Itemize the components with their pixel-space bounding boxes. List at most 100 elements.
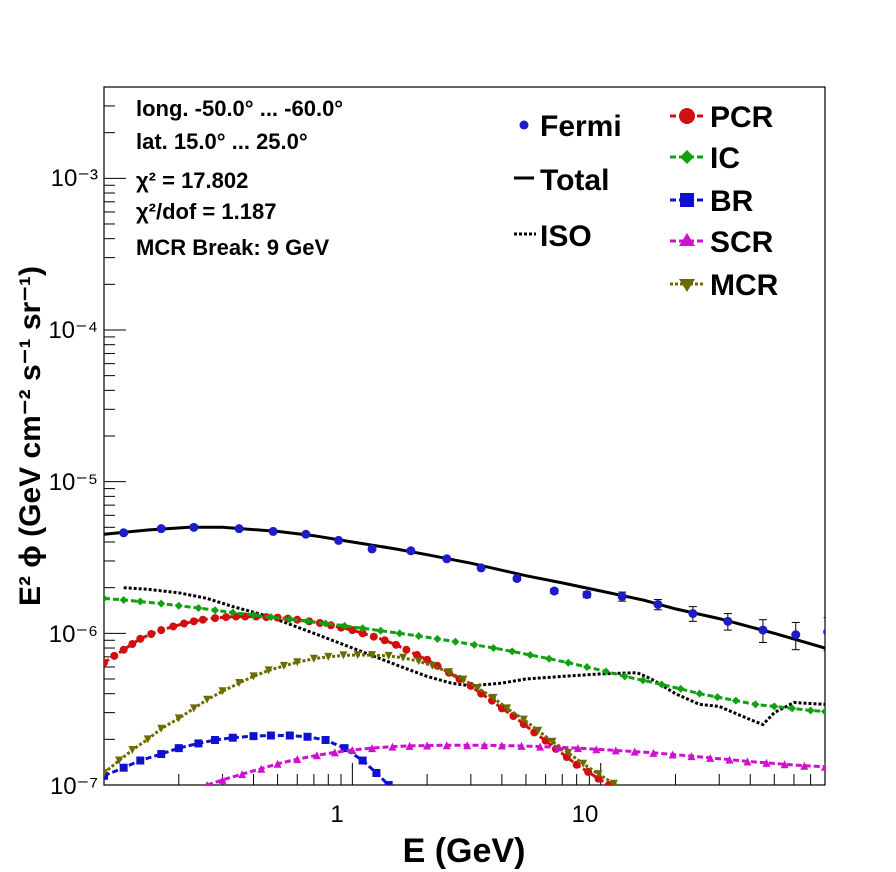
- fermi-point: [823, 628, 825, 636]
- data-point: [211, 614, 220, 623]
- fermi-point: [476, 563, 486, 573]
- data-point: [508, 647, 517, 656]
- legend-label-br: BR: [710, 185, 754, 218]
- series-line: [104, 734, 390, 785]
- y-tick-label: 10⁻³: [51, 165, 98, 192]
- data-point: [620, 672, 629, 681]
- legend-marker-br: [680, 193, 694, 207]
- data-point: [770, 702, 779, 711]
- data-point: [119, 595, 128, 604]
- data-point: [656, 797, 664, 805]
- data-point: [702, 802, 710, 810]
- fermi-point: [156, 524, 166, 534]
- data-point: [348, 746, 357, 755]
- data-point: [695, 689, 704, 698]
- data-point: [104, 768, 108, 777]
- data-point: [228, 608, 237, 617]
- fermi-point: [367, 544, 377, 554]
- data-point: [680, 800, 688, 808]
- fermi-point: [549, 586, 559, 596]
- series-total: [104, 525, 825, 650]
- data-point: [423, 655, 432, 664]
- data-point: [470, 640, 479, 649]
- data-point: [339, 651, 348, 660]
- y-tick-label: 10⁻⁵: [49, 469, 98, 496]
- data-point: [136, 634, 145, 643]
- data-point: [627, 791, 635, 799]
- data-point: [157, 599, 166, 608]
- legend-label-ic: IC: [710, 142, 740, 175]
- data-point: [780, 760, 789, 769]
- data-point: [706, 753, 715, 762]
- data-point: [463, 741, 472, 750]
- axis-ticks: [103, 86, 826, 786]
- data-point: [174, 744, 183, 753]
- data-point: [509, 712, 518, 721]
- fermi-point: [758, 625, 768, 635]
- data-point: [143, 735, 152, 744]
- data-point: [157, 626, 166, 635]
- data-point: [405, 741, 414, 750]
- fermi-point: [442, 554, 452, 564]
- legend-label-mcr: MCR: [710, 269, 779, 302]
- data-point: [579, 759, 588, 768]
- info-mcr-break: MCR Break: 9 GeV: [136, 235, 330, 260]
- y-tick-label: 10⁻⁶: [49, 621, 98, 648]
- data-point: [340, 744, 349, 753]
- data-point: [638, 676, 647, 685]
- data-point: [526, 650, 535, 659]
- data-point: [800, 761, 809, 770]
- data-point: [497, 741, 506, 750]
- data-point: [702, 801, 710, 809]
- data-point: [312, 751, 321, 760]
- data-point: [640, 794, 648, 802]
- data-point: [601, 667, 610, 676]
- data-point: [480, 741, 489, 750]
- data-point: [353, 650, 362, 659]
- legend-marker-pcr: [679, 108, 695, 124]
- data-point: [205, 781, 210, 785]
- fermi-point: [688, 609, 698, 619]
- data-point: [630, 747, 639, 756]
- data-point: [128, 640, 137, 649]
- data-point: [659, 798, 667, 806]
- data-point: [611, 746, 620, 755]
- data-point: [715, 802, 723, 810]
- data-point: [194, 739, 203, 748]
- legend-right: PCR IC BR SCR MCR: [670, 101, 779, 302]
- data-point: [433, 634, 442, 643]
- data-point: [713, 693, 722, 702]
- data-point: [545, 654, 554, 663]
- data-point: [110, 651, 119, 660]
- series-layer: [104, 525, 825, 810]
- data-point: [358, 624, 367, 633]
- data-point: [445, 668, 454, 677]
- data-point: [725, 755, 734, 764]
- data-point: [358, 629, 367, 638]
- data-point: [104, 771, 108, 780]
- data-point: [412, 650, 421, 659]
- legend-label-iso: ISO: [540, 220, 592, 253]
- data-point: [211, 736, 220, 745]
- data-point: [119, 763, 128, 772]
- data-point: [669, 799, 677, 807]
- data-point: [687, 752, 696, 761]
- data-point: [273, 759, 282, 768]
- data-point: [198, 615, 207, 624]
- data-point: [309, 654, 318, 663]
- x-tick-label: 1: [330, 801, 343, 828]
- series-line: [104, 525, 825, 650]
- fermi-point: [512, 573, 522, 583]
- data-point: [157, 750, 166, 759]
- series-ic: [104, 594, 825, 716]
- data-point: [594, 770, 603, 779]
- data-point: [536, 742, 545, 751]
- fermi-point: [653, 599, 663, 609]
- info-chi2-dof: χ²/dof = 1.187: [136, 199, 276, 224]
- data-point: [534, 726, 543, 735]
- data-point: [321, 736, 330, 745]
- data-point: [609, 779, 618, 785]
- data-point: [222, 613, 231, 622]
- data-point: [238, 770, 247, 779]
